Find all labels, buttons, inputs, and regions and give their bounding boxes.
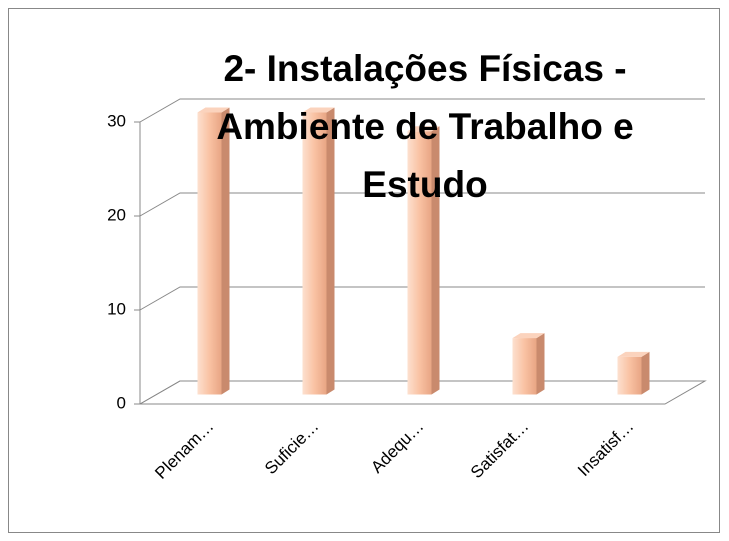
- bar: [302, 112, 327, 395]
- y-tick-label: 20: [107, 205, 126, 224]
- bar-side: [326, 107, 335, 395]
- y-tick-label: 10: [107, 299, 126, 318]
- grid-line: [139, 192, 705, 217]
- bar: [407, 131, 432, 395]
- bar: [197, 112, 222, 395]
- bar-top: [197, 107, 230, 113]
- bar-top: [617, 351, 650, 357]
- bar: [617, 356, 642, 395]
- bar-side: [536, 333, 545, 395]
- bar-top: [512, 333, 545, 339]
- bar-side: [221, 107, 230, 395]
- grid-line: [139, 98, 705, 123]
- bar-top: [302, 107, 335, 113]
- bar: [512, 338, 537, 395]
- y-tick-label: 30: [107, 111, 126, 130]
- bar-side: [641, 351, 650, 395]
- bar-side: [431, 126, 440, 395]
- bar-top: [407, 126, 440, 132]
- grid-line: [139, 286, 705, 311]
- y-tick-label: 0: [117, 393, 126, 412]
- chart-border: [8, 8, 720, 533]
- chart-title: 2- Instalações Físicas - Ambiente de Tra…: [216, 48, 634, 205]
